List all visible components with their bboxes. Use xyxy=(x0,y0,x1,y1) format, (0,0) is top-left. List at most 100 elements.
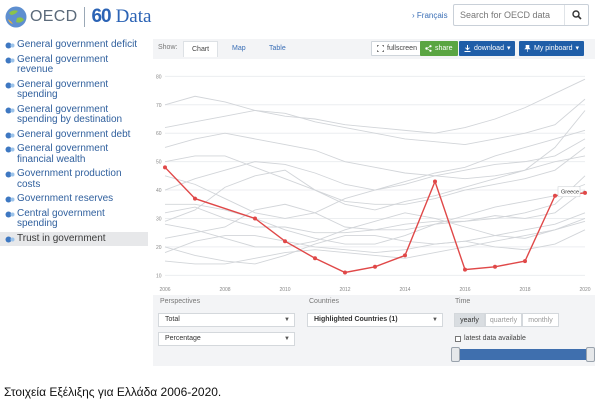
oecd-bullet-icon xyxy=(5,236,15,242)
share-button[interactable]: share xyxy=(420,41,458,56)
greece-data-point xyxy=(283,239,287,244)
latest-data-label: latest data available xyxy=(464,335,526,342)
sidebar-item-label: General government financial wealth xyxy=(17,143,109,165)
pinboard-label: My pinboard xyxy=(534,45,573,52)
background-series-line xyxy=(164,132,586,180)
perspective-select[interactable]: Total ▼ xyxy=(158,313,295,327)
sidebar-item[interactable]: General government spending xyxy=(0,78,148,103)
oecd-bullet-icon xyxy=(5,171,15,178)
sidebar-item[interactable]: Government reserves xyxy=(0,192,148,207)
sidebar-item[interactable]: General government deficit xyxy=(0,38,148,53)
my-pinboard-button[interactable]: My pinboard ▾ xyxy=(519,41,585,56)
oecd-wordmark: OECD xyxy=(30,8,78,25)
globe-icon xyxy=(5,6,27,28)
latest-data-checkbox[interactable] xyxy=(455,335,461,342)
x-tick-label: 2014 xyxy=(399,287,410,293)
chart-area: 10 20 30 40 50 60 70 80 2006 2008 2010 2012 2014 2016… xyxy=(153,59,595,295)
caret-down-icon: ▼ xyxy=(432,317,438,323)
fullscreen-button[interactable]: fullscreen xyxy=(371,41,423,56)
time-yearly-button[interactable]: yearly xyxy=(454,313,485,327)
background-series-line xyxy=(164,78,586,134)
y-tick-label: 30 xyxy=(156,216,162,222)
anniversary-60-logo: 60 xyxy=(91,6,111,27)
countries-label: Countries xyxy=(309,298,339,305)
tab-table[interactable]: Table xyxy=(269,45,286,52)
sidebar-item-label: Government production costs xyxy=(17,168,122,190)
tab-chart[interactable]: Chart xyxy=(183,41,219,57)
series-label-box xyxy=(557,186,581,198)
sidebar-item-label: General government deficit xyxy=(17,39,138,50)
greece-data-point xyxy=(163,165,167,170)
oecd-bullet-icon xyxy=(5,42,15,49)
greece-data-point xyxy=(433,179,437,184)
background-series-line xyxy=(164,147,586,205)
data-wordmark: Data xyxy=(115,6,152,27)
search-icon xyxy=(571,10,582,20)
download-icon xyxy=(464,45,471,52)
slider-start-handle[interactable] xyxy=(451,347,460,362)
time-quarterly-button[interactable]: quarterly xyxy=(485,313,522,327)
background-series-line xyxy=(165,183,586,245)
y-tick-label: 20 xyxy=(156,245,162,251)
search-input[interactable] xyxy=(454,5,564,25)
sidebar-item-label: General government debt xyxy=(17,128,131,140)
site-header: OECD 60 Data › Français xyxy=(0,0,600,34)
sidebar-item[interactable]: Government production costs xyxy=(0,167,148,192)
perspectives-label: Perspectives xyxy=(160,298,201,305)
greece-data-point xyxy=(373,264,377,269)
search-button[interactable] xyxy=(564,5,588,25)
oecd-logo[interactable]: OECD 60 Data xyxy=(4,5,151,29)
time-monthly-button[interactable]: monthly xyxy=(522,313,559,327)
slider-end-handle[interactable] xyxy=(586,347,595,362)
download-label: download xyxy=(474,45,504,52)
sidebar-item-label: General government spending xyxy=(17,78,109,100)
caret-down-icon: ▼ xyxy=(284,317,290,323)
sidebar-item-label: General government revenue xyxy=(17,53,109,75)
countries-value: Highlighted Countries (1) xyxy=(314,316,398,323)
latest-data-option[interactable]: latest data available xyxy=(455,335,526,342)
greece-data-point xyxy=(553,193,557,198)
sidebar-item-label: Government reserves xyxy=(17,193,114,204)
download-button[interactable]: download ▾ xyxy=(459,41,516,56)
greece-data-point xyxy=(583,190,587,195)
background-series-line xyxy=(164,189,586,239)
sidebar-item[interactable]: Trust in government xyxy=(0,231,148,246)
sidebar-item-label: Trust in government xyxy=(17,232,106,244)
fullscreen-label: fullscreen xyxy=(387,45,417,52)
share-label: share xyxy=(435,45,453,52)
trust-line-chart[interactable]: 10 20 30 40 50 60 70 80 2006 2008 2010 2012 2014 2016… xyxy=(153,59,595,295)
sidebar-item[interactable]: General government revenue xyxy=(0,53,148,78)
y-tick-label: 50 xyxy=(156,160,162,166)
y-tick-label: 80 xyxy=(156,74,162,80)
time-range-slider[interactable] xyxy=(451,347,595,362)
topic-sidebar: General government deficit General govern… xyxy=(0,38,148,291)
chart-toolbar: Show: Chart Map Table fullscreen share d… xyxy=(153,39,595,59)
greece-data-point xyxy=(403,253,407,258)
perspective-value: Total xyxy=(165,316,180,323)
measure-select[interactable]: Percentage ▼ xyxy=(158,332,295,346)
sidebar-item[interactable]: General government financial wealth xyxy=(0,142,148,167)
greece-data-point xyxy=(343,270,347,275)
sidebar-item[interactable]: General government spending by destinati… xyxy=(0,103,148,128)
oecd-bullet-icon xyxy=(5,132,15,138)
greece-data-point xyxy=(463,267,467,272)
sidebar-item[interactable]: Central government spending xyxy=(0,207,148,232)
tab-map[interactable]: Map xyxy=(232,45,246,52)
measure-value: Percentage xyxy=(165,335,201,342)
countries-select[interactable]: Highlighted Countries (1) ▼ xyxy=(307,313,443,327)
greece-data-point xyxy=(193,196,197,201)
language-link[interactable]: › Français xyxy=(412,11,448,20)
oecd-bullet-icon xyxy=(5,146,15,153)
sidebar-item[interactable]: General government debt xyxy=(0,128,148,143)
search-box xyxy=(453,4,589,26)
pin-icon xyxy=(524,45,531,52)
y-tick-label: 70 xyxy=(156,103,162,109)
oecd-bullet-icon xyxy=(5,211,15,217)
caret-down-icon: ▼ xyxy=(284,336,290,342)
oecd-bullet-icon xyxy=(5,107,15,113)
figure-caption: Στοιχεία Εξέλιξης για Ελλάδα 2006-2020. xyxy=(4,385,222,399)
x-tick-label: 2016 xyxy=(459,287,470,293)
greece-series-line xyxy=(164,166,586,274)
caret-down-icon: ▾ xyxy=(575,45,580,52)
background-series-line xyxy=(164,129,586,219)
